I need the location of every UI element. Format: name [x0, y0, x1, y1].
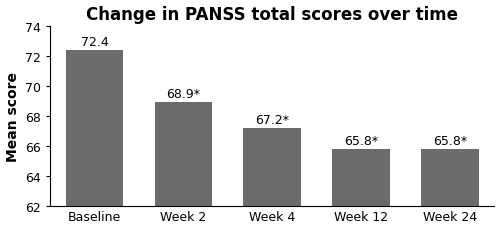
Text: 65.8*: 65.8* — [433, 134, 467, 147]
Text: 72.4: 72.4 — [80, 35, 108, 49]
Title: Change in PANSS total scores over time: Change in PANSS total scores over time — [86, 5, 458, 23]
Y-axis label: Mean score: Mean score — [6, 71, 20, 161]
Bar — [421, 149, 479, 206]
Bar — [154, 103, 212, 206]
Text: 68.9*: 68.9* — [166, 88, 200, 101]
Text: 65.8*: 65.8* — [344, 134, 378, 147]
Text: 67.2*: 67.2* — [256, 113, 290, 126]
Bar — [66, 50, 124, 206]
Bar — [244, 128, 301, 206]
Bar — [332, 149, 390, 206]
